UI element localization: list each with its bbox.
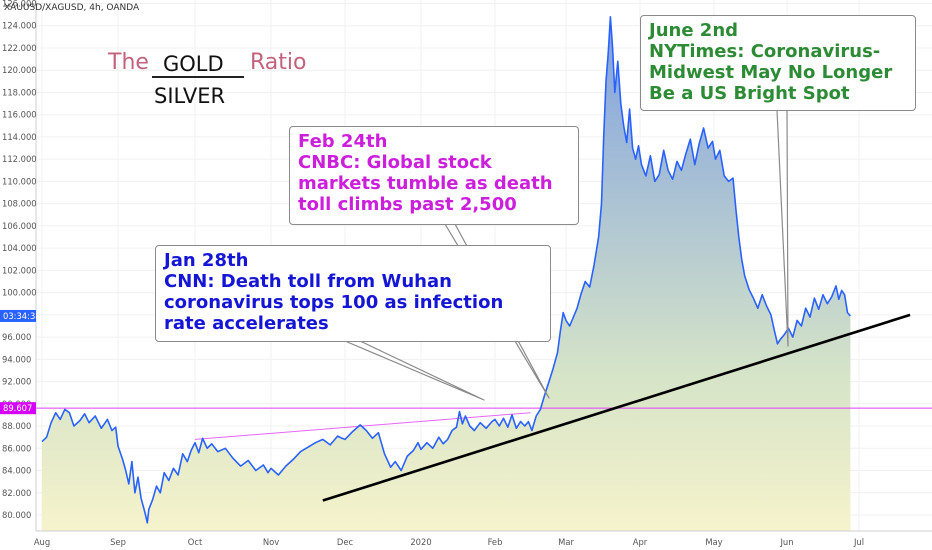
y-tick-label: 110.000	[2, 176, 37, 186]
y-tick-label: 80.000	[2, 510, 31, 520]
x-tick-label: Aug	[34, 537, 50, 547]
callout-jun2-line-1: June 2nd	[649, 20, 739, 41]
x-tick-label: Mar	[558, 537, 574, 547]
callout-jan28-line-1: Jan 28th	[164, 250, 249, 271]
logo-gold: GOLD	[163, 52, 224, 76]
callout-jun2-line-3: Midwest May No Longer	[649, 62, 893, 83]
y-tick-label: 124.000	[2, 21, 37, 31]
level-price-tag-bg	[0, 402, 36, 415]
logo-fraction-bar	[152, 76, 244, 78]
x-axis: Aug Sep Oct Nov Dec 2020 Feb Mar Apr May Jun Jul	[34, 530, 932, 547]
y-tick-label: 114.000	[2, 132, 37, 142]
price-line	[41, 16, 852, 524]
last-price-tag: 03:34:38	[3, 311, 41, 321]
y-tick-label: 122.000	[2, 43, 37, 53]
y-tick-label: 112.000	[2, 154, 37, 164]
callout-jan28-line-3: coronavirus tops 100 as infection	[164, 292, 504, 313]
y-tick-label: 116.000	[2, 110, 37, 120]
y-tick-label: 82.000	[2, 488, 31, 498]
x-tick-label: 2020	[410, 537, 431, 547]
callout-feb24[interactable]: Feb 24th CNBC: Global stock markets tumb…	[289, 126, 579, 225]
logo-ratio: Ratio	[250, 50, 307, 75]
callout-jan28-line-4: rate accelerates	[164, 313, 329, 334]
x-tick-label: Oct	[188, 537, 203, 547]
y-tick-label: 106.000	[2, 221, 37, 231]
x-tick-label: Jul	[853, 537, 864, 547]
y-tick-label: 126.000	[2, 0, 37, 9]
last-price-tag-bg	[0, 309, 36, 322]
y-tick-label: 86.000	[2, 443, 31, 453]
callout-feb24-line-4: toll climbs past 2,500	[298, 194, 517, 215]
y-tick-label: 84.000	[2, 466, 31, 476]
x-tick-label: Feb	[488, 537, 503, 547]
y-tick-label: 100.000	[2, 288, 37, 298]
y-tick-label: 96.000	[2, 332, 31, 342]
x-tick-label: Nov	[263, 537, 279, 547]
y-tick-label: 118.000	[2, 87, 37, 97]
y-tick-label: 102.000	[2, 265, 37, 275]
price-tags: 89.607 03:34:38	[0, 309, 41, 415]
y-tick-label: 104.000	[2, 243, 37, 253]
x-tick-label: Sep	[110, 537, 126, 547]
y-tick-label: 92.000	[2, 377, 31, 387]
symbol-label: XAUUSD/XAGUSD, 4h, OANDA	[4, 3, 140, 13]
y-tick-label: 94.000	[2, 354, 31, 364]
callout-jun2[interactable]: June 2nd NYTimes: Coronavirus- Midwest M…	[640, 15, 916, 111]
callout-jun2-line-4: Be a US Bright Spot	[649, 83, 850, 104]
y-tick-label: 120.000	[2, 65, 37, 75]
callout-jan28[interactable]: Jan 28th CNN: Death toll from Wuhan coro…	[155, 245, 551, 342]
x-tick-label: Apr	[633, 537, 648, 547]
x-tick-label: Dec	[337, 537, 354, 547]
x-tick-label: Jun	[779, 537, 793, 547]
x-tick-label: May	[705, 537, 722, 547]
callout-jan28-line-2: CNN: Death toll from Wuhan	[164, 271, 452, 292]
callout-feb24-line-3: markets tumble as death	[298, 173, 553, 194]
logo-silver: SILVER	[154, 84, 226, 108]
level-price-tag: 89.607	[3, 403, 32, 413]
callout-feb24-line-2: CNBC: Global stock	[298, 152, 492, 173]
price-area-fill	[42, 16, 851, 532]
faint-trend-line	[194, 412, 531, 440]
support-trend-line[interactable]	[322, 313, 911, 502]
callout-jun2-line-2: NYTimes: Coronavirus-	[649, 41, 881, 62]
callout-feb24-line-1: Feb 24th	[298, 131, 388, 152]
logo-the: The	[108, 50, 149, 75]
y-tick-label: 108.000	[2, 199, 37, 209]
y-tick-label: 88.000	[2, 421, 31, 431]
